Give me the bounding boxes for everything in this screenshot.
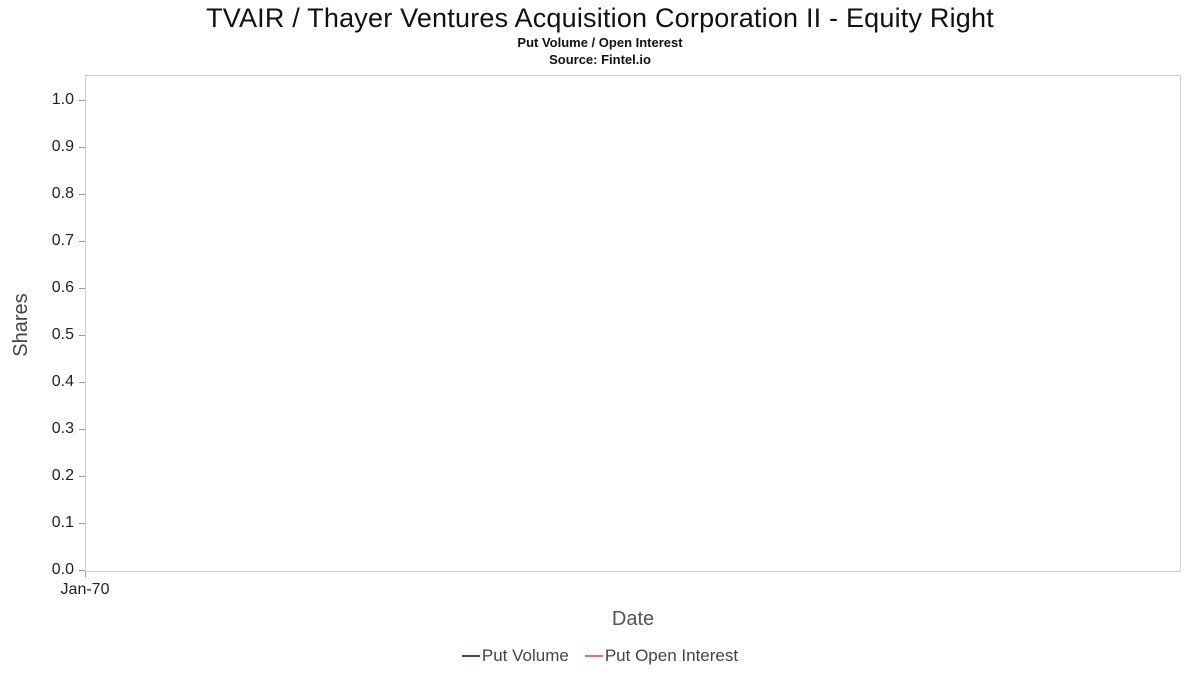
y-tick-label: 0.1 xyxy=(51,514,74,531)
legend-label: Put Volume xyxy=(481,646,569,665)
y-tick-mark xyxy=(79,288,85,289)
x-tick-mark xyxy=(85,572,86,577)
y-tick-mark xyxy=(79,335,85,336)
y-tick-label: 0.7 xyxy=(51,232,74,249)
y-tick-mark xyxy=(79,194,85,195)
y-tick-label: 0.3 xyxy=(51,420,74,437)
y-tick-mark xyxy=(79,570,85,571)
x-axis-label: Date xyxy=(611,608,655,630)
y-tick-label: 0.2 xyxy=(51,467,74,484)
legend: Put Volume Put Open Interest xyxy=(0,646,1200,666)
y-tick-label: 0.4 xyxy=(51,373,74,390)
y-tick-label: 0.6 xyxy=(51,279,74,296)
y-tick-mark xyxy=(79,100,85,101)
chart-source: Source: Fintel.io xyxy=(549,52,651,67)
y-tick-mark xyxy=(79,241,85,242)
plot-area xyxy=(85,75,1181,572)
y-tick-mark xyxy=(79,382,85,383)
y-tick-mark xyxy=(79,523,85,524)
x-tick-label: Jan-70 xyxy=(60,581,110,598)
legend-item: Put Open Interest xyxy=(584,646,739,666)
y-tick-label: 0.0 xyxy=(51,561,74,578)
chart-subtitle: Put Volume / Open Interest xyxy=(517,35,683,50)
chart-title: TVAIR / Thayer Ventures Acquisition Corp… xyxy=(206,3,994,33)
y-tick-mark xyxy=(79,429,85,430)
legend-line-swatch xyxy=(461,655,480,657)
legend-item: Put Volume xyxy=(461,646,569,666)
legend-line-swatch xyxy=(584,655,603,657)
legend-label: Put Open Interest xyxy=(604,646,739,665)
y-tick-mark xyxy=(79,476,85,477)
y-tick-label: 0.9 xyxy=(51,138,74,155)
y-tick-label: 0.8 xyxy=(51,185,74,202)
y-tick-mark xyxy=(79,147,85,148)
y-tick-label: 0.5 xyxy=(51,326,74,343)
y-tick-label: 1.0 xyxy=(51,91,74,108)
